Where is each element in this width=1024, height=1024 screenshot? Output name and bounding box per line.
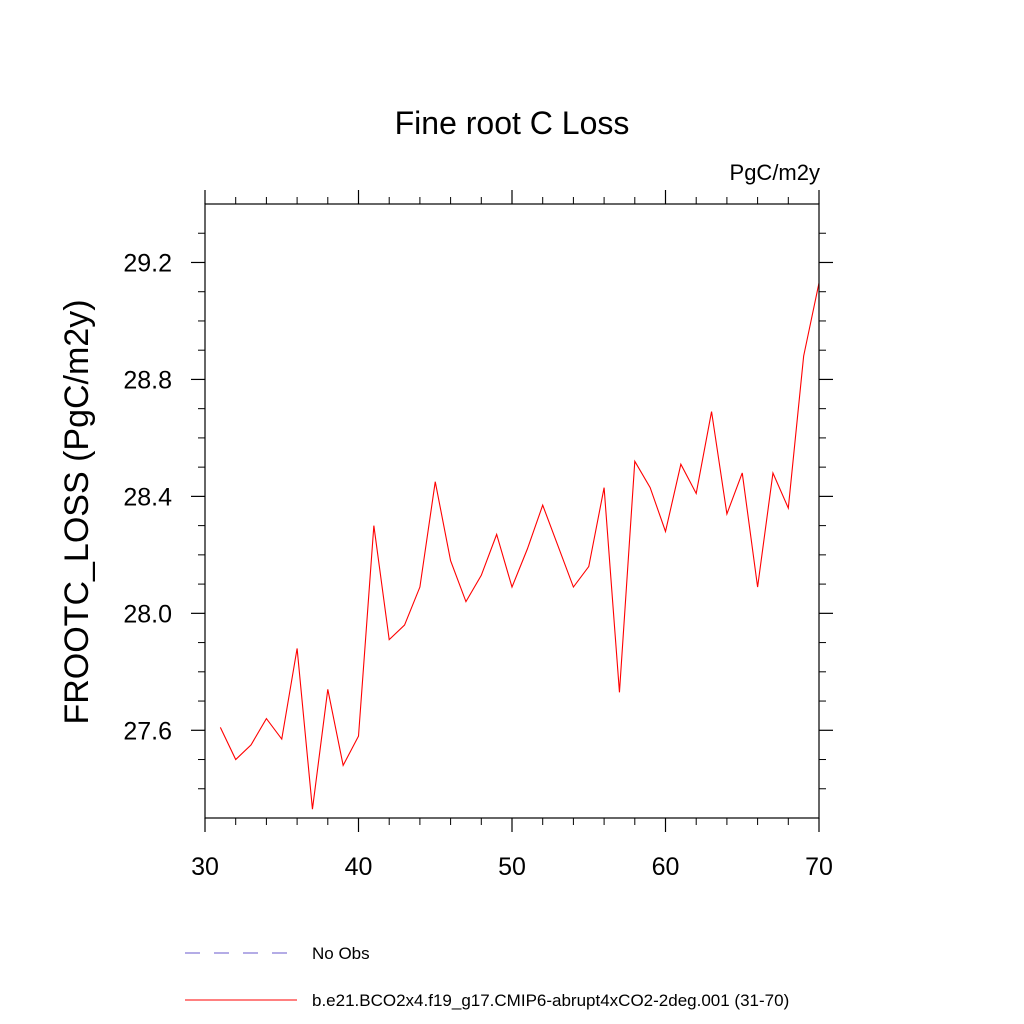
y-tick-label: 28.0 [123, 600, 172, 628]
y-tick-label: 29.2 [123, 249, 172, 277]
units-label: PgC/m2y [730, 160, 820, 185]
legend-label: b.e21.BCO2x4.f19_g17.CMIP6-abrupt4xCO2-2… [312, 991, 789, 1010]
series-line-1 [219, 282, 820, 810]
x-tick-label: 40 [345, 853, 373, 881]
chart-title: Fine root C Loss [395, 105, 630, 141]
legend-label: No Obs [312, 944, 370, 963]
y-tick-label: 27.6 [123, 717, 172, 745]
y-tick-label: 28.8 [123, 366, 172, 394]
x-tick-label: 60 [652, 853, 680, 881]
x-tick-label: 70 [805, 853, 833, 881]
x-tick-label: 30 [191, 853, 219, 881]
x-tick-label: 50 [498, 853, 526, 881]
y-axis-label: FROOTC_LOSS (PgC/m2y) [58, 299, 96, 724]
y-tick-label: 28.4 [123, 483, 172, 511]
